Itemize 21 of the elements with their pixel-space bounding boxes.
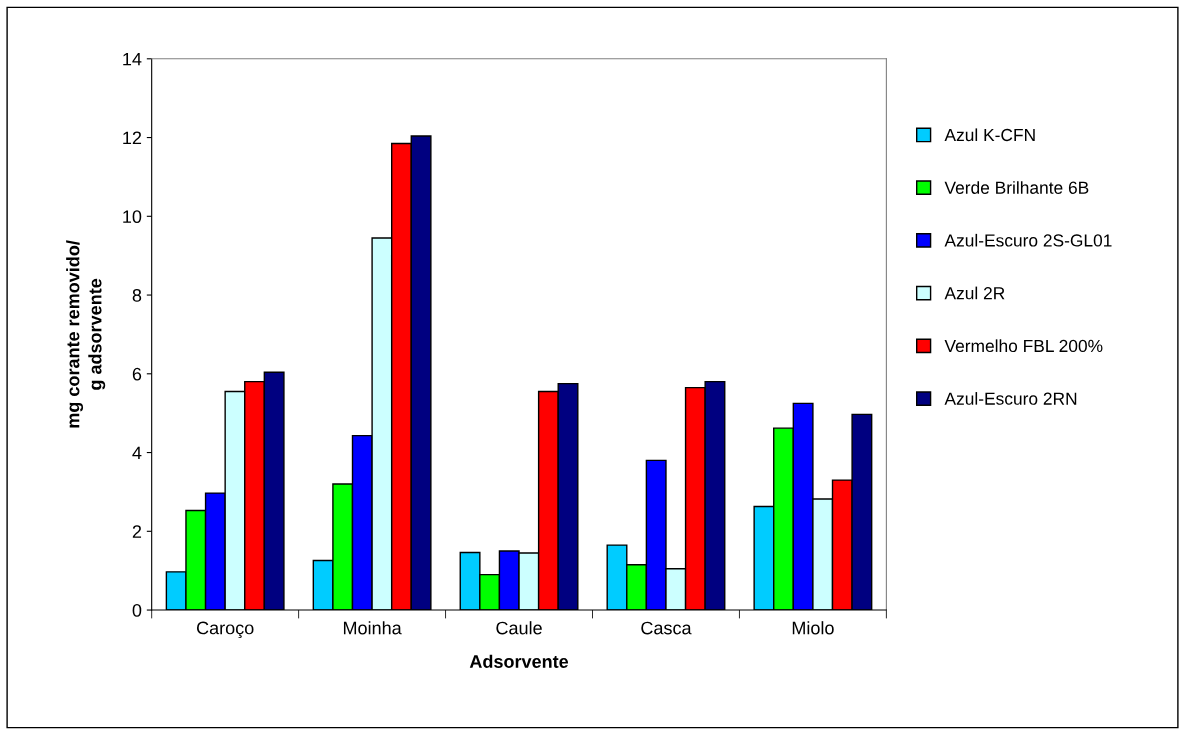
- y-tick-label: 4: [132, 446, 142, 460]
- legend-label: Azul K-CFN: [944, 128, 1035, 142]
- y-tick-label: 0: [132, 603, 142, 617]
- legend-label: Verde Brilhante 6B: [944, 181, 1089, 194]
- legend-label: Azul-Escuro 2RN: [944, 392, 1077, 405]
- legend-label: Vermelho FBL 200%: [944, 339, 1103, 353]
- x-tick-label: Caroço: [196, 621, 254, 638]
- legend-label: Azul-Escuro 2S-GL01: [944, 233, 1112, 247]
- y-tick-label: 8: [132, 288, 142, 302]
- legend-label: Azul 2R: [944, 286, 1005, 300]
- x-tick-label: Miolo: [792, 621, 834, 635]
- y-tick-label: 14: [123, 52, 142, 66]
- y-tick-label: 12: [123, 131, 142, 145]
- y-tick-label: 10: [123, 210, 142, 224]
- y-axis-title: mg corante removido/ g adsorvente: [66, 240, 106, 428]
- x-tick-label: Caule: [496, 621, 542, 635]
- x-tick-label: Moinha: [343, 621, 402, 635]
- x-tick-label: Casca: [641, 621, 692, 635]
- y-tick-label: 6: [132, 367, 142, 381]
- y-tick-label: 2: [132, 525, 142, 538]
- x-axis-title: Adsorvente: [469, 654, 569, 668]
